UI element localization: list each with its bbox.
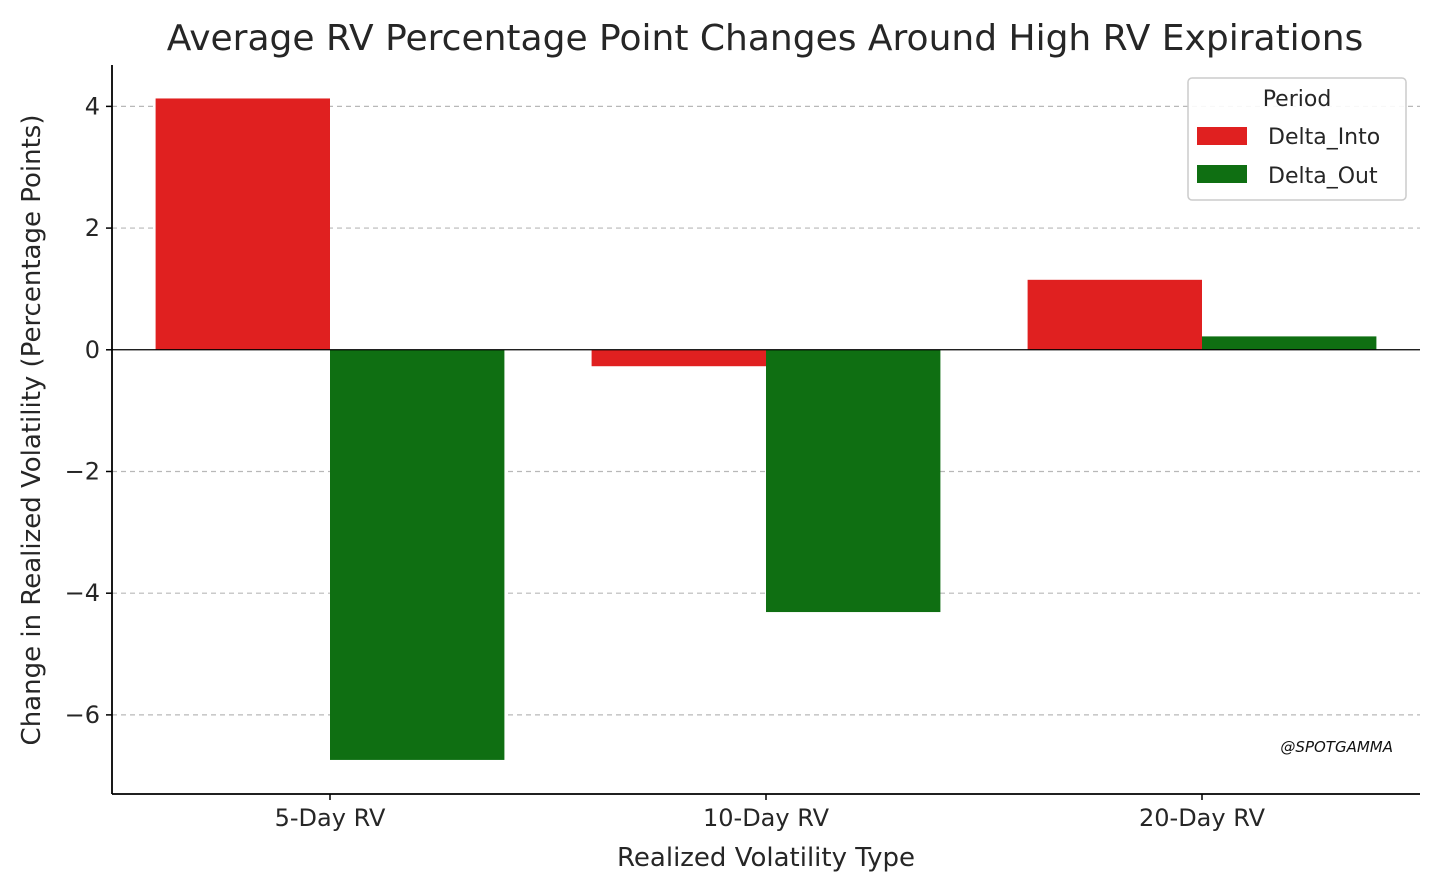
y-tick-label: 2 — [85, 214, 100, 242]
y-tick-label: −6 — [65, 701, 100, 729]
legend: Period Delta_Into Delta_Out — [1187, 77, 1407, 201]
y-tick-label: 4 — [85, 92, 100, 120]
x-tick-label: 10-Day RV — [703, 804, 830, 832]
bars — [155, 98, 1377, 760]
bar-delta-into-2 — [591, 349, 766, 367]
watermark-annotation: @SPOTGAMMA — [1280, 738, 1393, 756]
y-ticks: −6 −4 −2 0 2 4 — [65, 92, 112, 729]
bar-delta-into-1 — [155, 98, 330, 350]
legend-label-delta-out: Delta_Out — [1268, 164, 1378, 189]
x-tick-label: 20-Day RV — [1139, 804, 1266, 832]
legend-swatch-delta-into — [1197, 127, 1247, 145]
bar-delta-out-1 — [330, 349, 505, 760]
bar-delta-out-2 — [766, 349, 941, 613]
bar-delta-into-3 — [1027, 279, 1202, 350]
legend-title: Period — [1263, 87, 1332, 112]
y-tick-label: 0 — [85, 336, 100, 364]
chart-title: Average RV Percentage Point Changes Arou… — [167, 18, 1364, 59]
x-axis-label: Realized Volatility Type — [617, 843, 915, 873]
legend-swatch-delta-out — [1197, 165, 1247, 183]
bar-delta-out-3 — [1202, 336, 1377, 350]
y-axis-label: Change in Realized Volatility (Percentag… — [17, 115, 47, 746]
x-tick-label: 5-Day RV — [275, 804, 386, 832]
y-tick-label: −2 — [65, 457, 100, 485]
legend-label-delta-into: Delta_Into — [1268, 125, 1380, 150]
y-tick-label: −4 — [65, 579, 100, 607]
x-ticks: 5-Day RV 10-Day RV 20-Day RV — [275, 794, 1266, 832]
